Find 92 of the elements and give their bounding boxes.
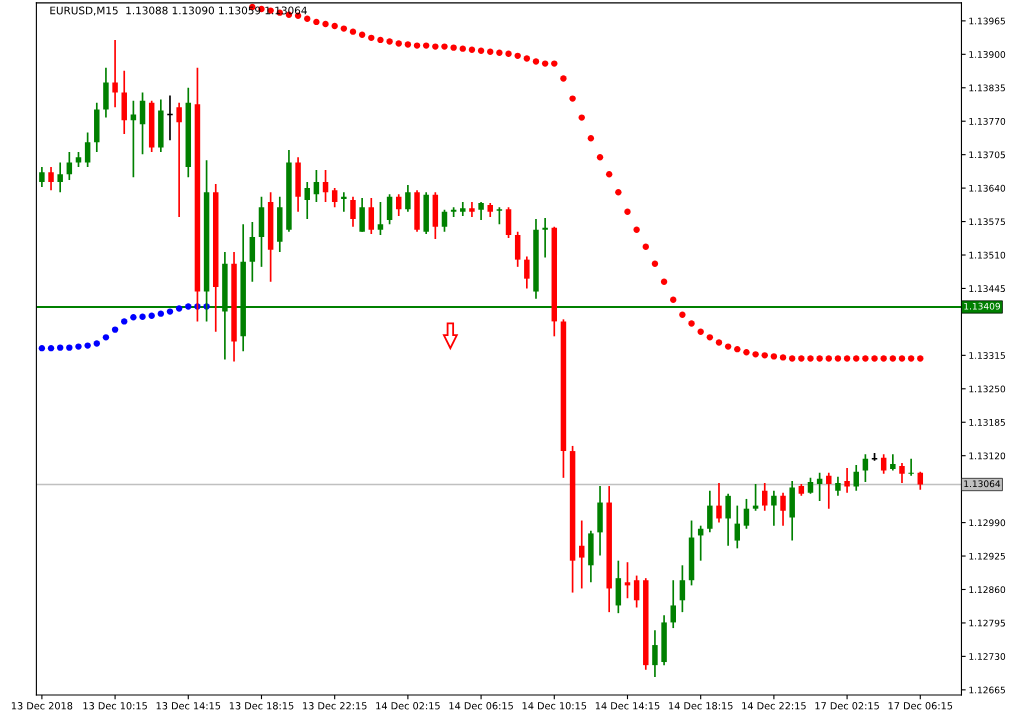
y-tick-label: 1.13900 xyxy=(969,51,1006,58)
candlestick xyxy=(542,217,548,259)
x-tick-label: 14 Dec 22:15 xyxy=(742,702,806,710)
x-tick-label: 17 Dec 06:15 xyxy=(888,702,953,710)
point xyxy=(111,326,119,333)
y-tick-label: 1.12925 xyxy=(969,552,1005,560)
candlestick xyxy=(84,131,91,168)
point xyxy=(56,344,64,351)
x-tick-label: 17 Dec 02:15 xyxy=(815,702,879,710)
candlestick xyxy=(524,255,530,290)
point xyxy=(84,342,91,349)
candlestick xyxy=(405,184,411,213)
point xyxy=(157,310,165,317)
candlestick xyxy=(341,191,347,213)
candlestick xyxy=(377,201,384,236)
candlestick xyxy=(707,489,713,534)
x-tick-label: 14 Dec 06:15 xyxy=(449,702,513,710)
candlestick xyxy=(368,197,375,235)
candlestick xyxy=(304,181,310,220)
candlestick xyxy=(771,489,777,527)
candlestick xyxy=(761,482,768,512)
candlestick xyxy=(48,166,54,192)
y-tick-label: 1.13575 xyxy=(969,218,1005,226)
candlestick xyxy=(57,161,63,194)
y-tick-label: 1.12665 xyxy=(969,686,1005,694)
candlestick xyxy=(725,492,731,547)
y-tick-label: 1.13705 xyxy=(969,151,1005,159)
candlestick xyxy=(39,166,45,188)
candlestick xyxy=(716,482,722,524)
candlestick xyxy=(780,491,786,527)
y-tick-label: 1.13250 xyxy=(969,385,1006,393)
y-tick-label: 1.13510 xyxy=(969,251,1006,259)
y-tick-label: 1.13120 xyxy=(969,452,1006,460)
candlestick xyxy=(917,470,924,491)
candlestick xyxy=(844,467,850,494)
y-tick-label: 1.13185 xyxy=(969,418,1005,426)
candlestick xyxy=(633,574,640,609)
candlestick xyxy=(826,471,832,510)
candlestick xyxy=(331,187,338,208)
point xyxy=(139,313,146,320)
x-tick-label: 13 Dec 10:15 xyxy=(83,702,147,710)
x-tick-label: 13 Dec 22:15 xyxy=(303,702,367,710)
y-tick-label: 1.13965 xyxy=(969,17,1005,25)
point xyxy=(185,303,192,310)
candlestick xyxy=(112,39,118,109)
point xyxy=(148,312,155,319)
point xyxy=(75,343,82,350)
candlestick xyxy=(899,462,905,484)
candlestick xyxy=(835,475,841,497)
point xyxy=(66,344,73,351)
ref-line-label: 1.13409 xyxy=(964,302,1001,310)
x-tick-label: 14 Dec 02:15 xyxy=(376,702,440,710)
x-tick-label: 14 Dec 10:15 xyxy=(522,702,587,710)
point xyxy=(121,318,128,325)
candlestick xyxy=(176,101,182,218)
candlestick xyxy=(880,453,887,475)
y-tick-label: 1.13640 xyxy=(969,184,1006,192)
candlestick xyxy=(441,208,448,233)
x-tick-label: 13 Dec 18:15 xyxy=(229,702,294,710)
candlestick xyxy=(908,457,914,477)
x-tick-label: 13 Dec 2018 xyxy=(11,702,73,710)
y-tick-label: 1.12990 xyxy=(969,519,1006,527)
candlestick xyxy=(652,629,658,678)
y-tick-label: 1.13445 xyxy=(969,285,1005,293)
candlestick xyxy=(386,193,393,225)
candlestick xyxy=(679,564,686,613)
candlestick xyxy=(66,151,73,181)
y-tick-label: 1.13835 xyxy=(969,84,1005,92)
candlestick xyxy=(670,579,676,629)
y-tick-label: 1.12795 xyxy=(969,619,1005,627)
candlestick xyxy=(478,201,484,221)
candlestick xyxy=(578,519,585,590)
candlestick xyxy=(853,464,859,492)
point xyxy=(166,308,174,315)
x-tick-label: 13 Dec 14:15 xyxy=(156,702,221,710)
y-tick-label: 1.13770 xyxy=(969,117,1006,125)
y-tick-label: 1.12730 xyxy=(969,653,1006,660)
point xyxy=(47,344,55,352)
candlestick xyxy=(862,453,869,483)
ref-line-label: 1.13064 xyxy=(964,480,1001,488)
point xyxy=(130,314,137,321)
y-tick-label: 1.12860 xyxy=(969,586,1006,594)
point xyxy=(38,344,46,352)
candlestick xyxy=(743,498,750,530)
point xyxy=(102,334,110,341)
x-tick-label: 14 Dec 18:15 xyxy=(669,702,733,710)
point xyxy=(175,305,183,312)
point xyxy=(93,340,100,347)
x-tick-label: 14 Dec 14:15 xyxy=(595,702,660,710)
candlestick xyxy=(350,196,356,228)
candlestick xyxy=(734,504,741,550)
y-tick-label: 1.13315 xyxy=(969,352,1005,359)
